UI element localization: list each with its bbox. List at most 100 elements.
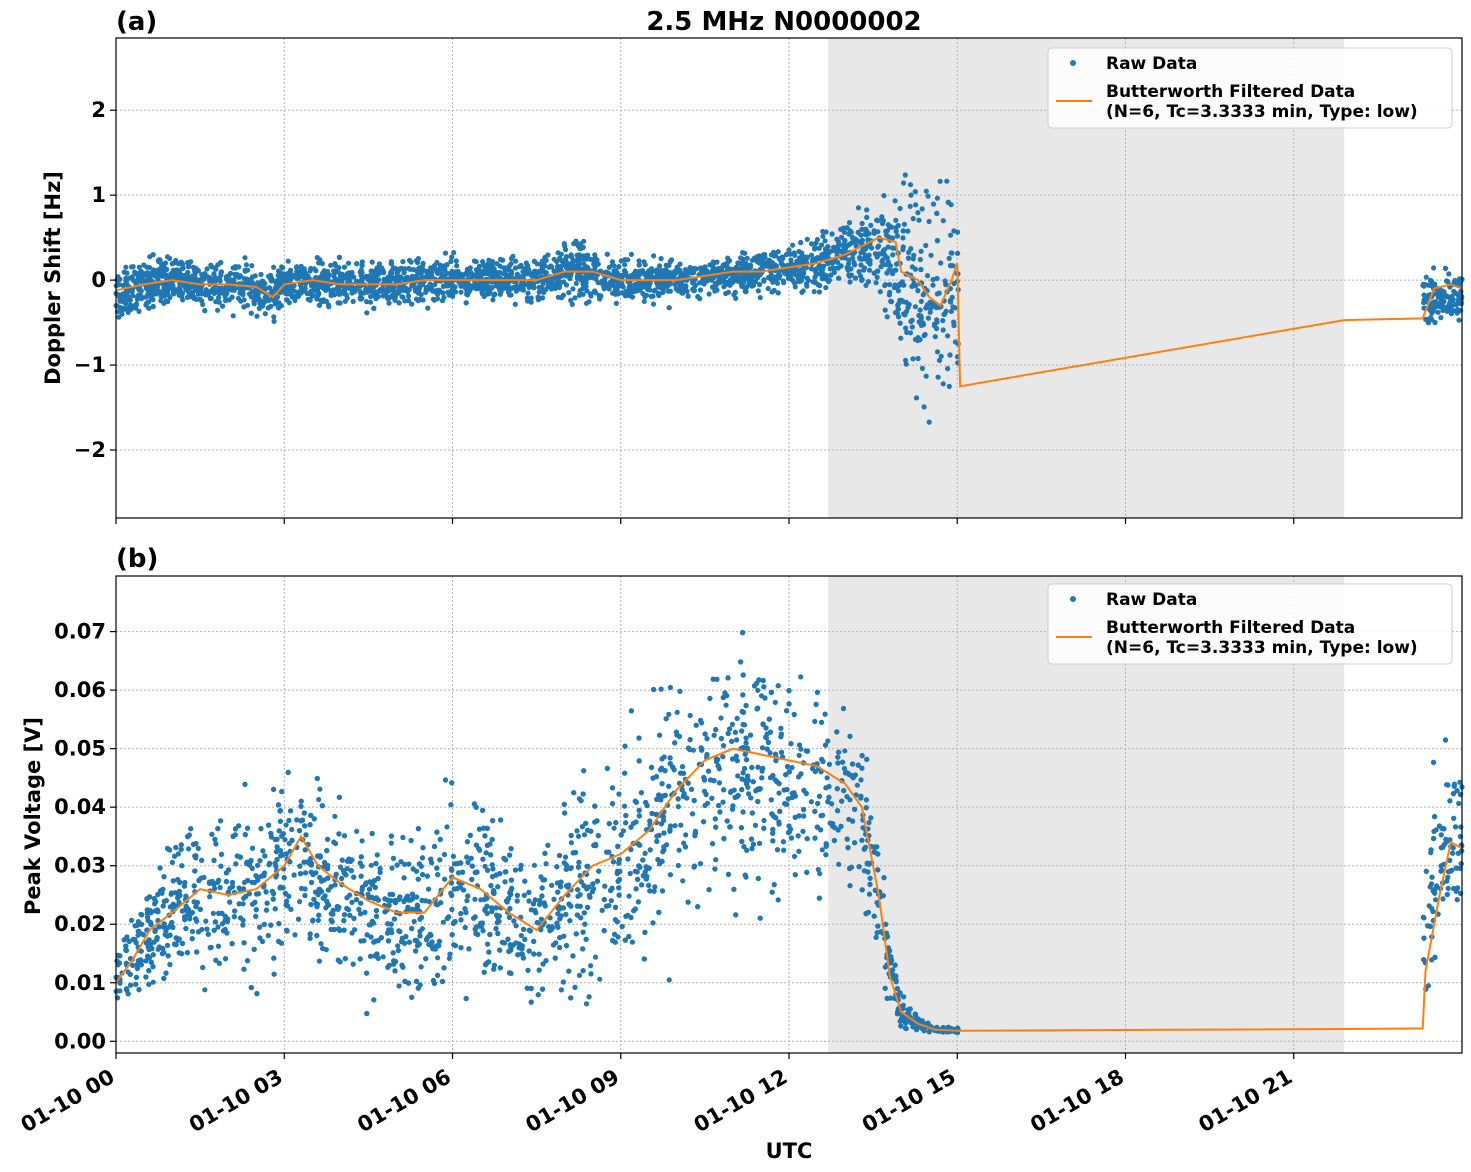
raw-data-point xyxy=(375,277,381,283)
raw-data-point xyxy=(778,256,784,262)
raw-data-point xyxy=(148,295,154,301)
raw-data-point xyxy=(563,282,570,288)
raw-data-point xyxy=(237,289,244,295)
raw-data-point xyxy=(650,268,656,274)
raw-data-point xyxy=(328,262,334,268)
raw-data-point xyxy=(847,273,853,279)
raw-data-point xyxy=(808,241,815,247)
raw-data-point xyxy=(300,273,306,279)
raw-data-point xyxy=(948,299,954,305)
raw-data-point xyxy=(735,260,741,266)
raw-data-point xyxy=(123,279,129,285)
raw-data-point xyxy=(406,293,412,299)
raw-data-point xyxy=(902,312,908,318)
raw-data-point xyxy=(641,259,647,265)
raw-data-point xyxy=(865,279,872,285)
raw-data-point xyxy=(626,285,632,291)
raw-data-point xyxy=(745,274,751,280)
raw-data-point xyxy=(220,290,226,296)
raw-data-point xyxy=(130,293,136,299)
raw-data-point xyxy=(563,273,569,279)
raw-data-point xyxy=(525,290,531,296)
raw-data-point xyxy=(859,256,865,262)
raw-data-point xyxy=(512,265,519,271)
raw-data-point xyxy=(604,269,610,275)
raw-data-point xyxy=(847,228,853,234)
raw-data-point xyxy=(200,301,206,308)
raw-data-point xyxy=(952,339,959,345)
raw-data-point xyxy=(484,287,491,293)
raw-data-point xyxy=(144,264,150,270)
raw-data-point xyxy=(948,263,954,269)
raw-data-point xyxy=(615,291,621,297)
raw-data-point xyxy=(574,275,580,281)
raw-data-point xyxy=(276,305,282,311)
raw-data-point xyxy=(232,286,238,292)
raw-data-point xyxy=(242,255,248,261)
raw-data-point xyxy=(538,261,544,267)
raw-data-point xyxy=(738,281,745,287)
raw-data-point xyxy=(815,282,821,288)
raw-data-point xyxy=(868,222,874,228)
raw-data-point xyxy=(935,374,941,380)
raw-data-point xyxy=(699,265,705,271)
raw-data-point xyxy=(251,301,257,307)
raw-data-point xyxy=(909,324,915,330)
raw-data-point xyxy=(886,292,893,298)
raw-data-point xyxy=(215,289,221,295)
raw-data-point xyxy=(359,270,365,276)
raw-data-point xyxy=(277,272,283,278)
raw-data-point xyxy=(554,276,560,282)
raw-data-point xyxy=(518,281,524,287)
raw-data-point xyxy=(866,231,872,237)
raw-data-point xyxy=(687,265,693,271)
raw-data-point xyxy=(930,276,936,283)
raw-data-point xyxy=(948,250,954,256)
raw-data-point xyxy=(940,218,946,224)
raw-data-point xyxy=(792,272,798,278)
raw-data-point xyxy=(725,289,732,295)
panel-b: 0.000.010.020.030.040.050.060.07 (b) Pea… xyxy=(21,544,1465,1163)
raw-data-point xyxy=(786,247,792,253)
raw-data-point xyxy=(901,221,908,227)
raw-data-point xyxy=(405,298,412,304)
raw-data-point xyxy=(1435,309,1441,315)
raw-data-point xyxy=(386,300,392,306)
raw-data-point xyxy=(812,274,818,280)
raw-data-point xyxy=(589,272,596,278)
panel-a-legend: Raw Data Butterworth Filtered Data (N=6,… xyxy=(1047,47,1453,129)
raw-data-point xyxy=(418,292,424,298)
raw-data-point xyxy=(934,195,941,201)
raw-data-point xyxy=(871,230,878,236)
raw-data-point xyxy=(316,302,322,308)
raw-data-point xyxy=(333,268,339,274)
raw-data-point xyxy=(748,282,755,288)
raw-data-point xyxy=(1445,307,1451,313)
raw-data-point xyxy=(412,285,418,291)
raw-data-point xyxy=(562,256,569,262)
raw-data-point xyxy=(410,274,416,281)
raw-data-point xyxy=(350,298,356,304)
raw-data-point xyxy=(211,271,217,277)
raw-data-point xyxy=(738,255,744,261)
raw-data-point xyxy=(820,228,826,235)
raw-data-point xyxy=(592,256,598,262)
y-tick-label: 2 xyxy=(91,98,106,122)
raw-data-point xyxy=(652,287,658,293)
raw-data-point xyxy=(558,251,564,257)
raw-data-point xyxy=(811,289,817,295)
raw-data-point xyxy=(616,264,622,270)
raw-data-point xyxy=(796,257,802,263)
raw-data-point xyxy=(622,257,628,263)
y-tick-label: 0 xyxy=(91,268,106,292)
raw-data-point xyxy=(895,306,902,312)
raw-data-point xyxy=(758,255,765,261)
raw-data-point xyxy=(387,275,393,281)
raw-data-point xyxy=(337,291,343,297)
raw-data-point xyxy=(881,247,888,253)
raw-data-point xyxy=(724,281,730,287)
raw-data-point xyxy=(539,267,545,273)
raw-data-point xyxy=(1456,317,1462,323)
raw-data-point xyxy=(938,260,944,266)
raw-data-point xyxy=(874,274,880,280)
